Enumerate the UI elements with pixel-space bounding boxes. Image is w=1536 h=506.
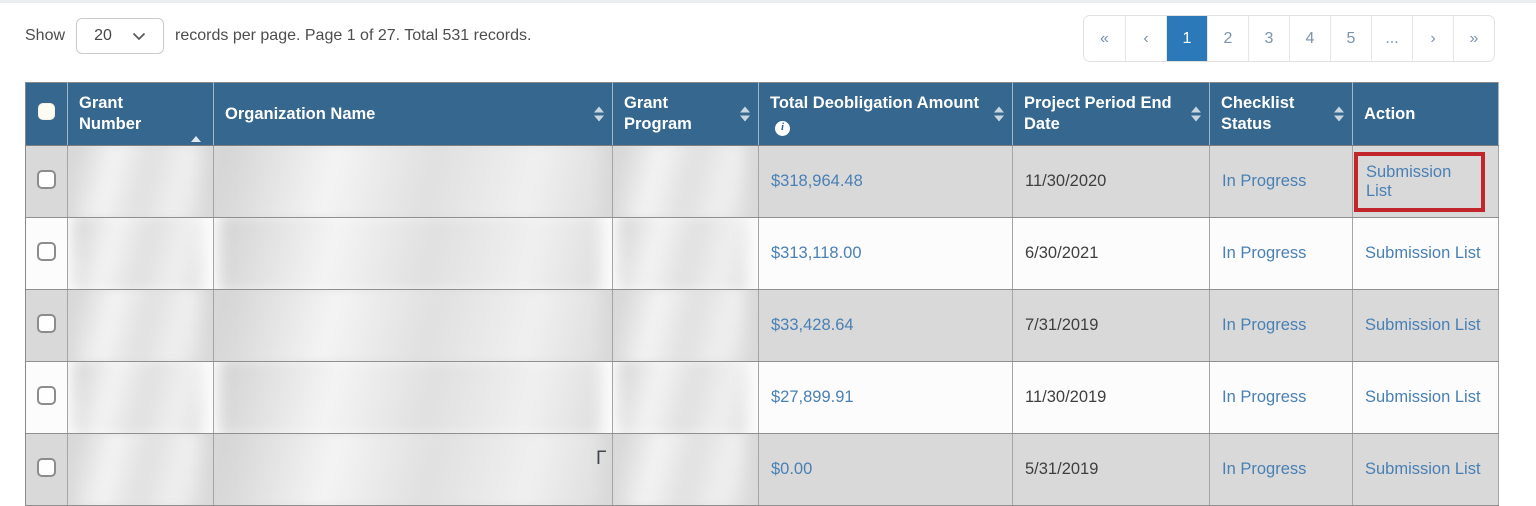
grants-table-wrap: Grant Number Organization Name Grant Pro… xyxy=(25,82,1499,506)
redaction-blur xyxy=(73,145,202,217)
submission-list-link[interactable]: Submission List xyxy=(1365,388,1481,406)
click-target-highlight: Submission List xyxy=(1354,151,1485,212)
redaction-blur xyxy=(73,433,202,505)
table-row: $318,964.48 11/30/2020 In Progress Submi… xyxy=(25,145,1499,218)
show-label: Show xyxy=(25,27,66,44)
top-divider xyxy=(0,0,1536,3)
table-row: $0.00 5/31/2019 In Progress Submission L… xyxy=(25,433,1499,506)
last-page-button[interactable]: » xyxy=(1453,16,1494,61)
redaction-blur xyxy=(219,361,601,433)
redacted-grant-program-cell xyxy=(612,217,759,290)
column-header-checklist-status[interactable]: Checklist Status xyxy=(1209,82,1353,146)
checklist-status-link[interactable]: In Progress xyxy=(1222,316,1307,334)
project-period-end-date-cell: 6/30/2021 xyxy=(1012,217,1210,290)
select-all-header xyxy=(25,82,68,146)
pagination: « ‹ 1 2 3 4 5 ... › » xyxy=(1083,15,1495,62)
row-checkbox[interactable] xyxy=(37,241,56,261)
table-header-row: Grant Number Organization Name Grant Pro… xyxy=(25,82,1499,146)
unblurred-text-fragment: Γ xyxy=(596,448,607,469)
redaction-blur xyxy=(618,433,747,505)
project-period-end-date-cell: 5/31/2019 xyxy=(1012,433,1210,506)
row-checkbox[interactable] xyxy=(37,313,56,333)
redaction-blur xyxy=(219,433,601,505)
redaction-blur xyxy=(73,289,202,361)
redaction-blur xyxy=(73,217,202,289)
checklist-status-link[interactable]: In Progress xyxy=(1222,172,1307,190)
column-header-project-period-end-date[interactable]: Project Period End Date xyxy=(1012,82,1210,146)
redacted-grant-number-cell xyxy=(67,145,214,218)
project-period-end-date-cell: 11/30/2020 xyxy=(1012,145,1210,218)
deobligation-amount-link[interactable]: $313,118.00 xyxy=(771,244,862,262)
deobligation-amount-link[interactable]: $27,899.91 xyxy=(771,388,854,406)
redaction-blur xyxy=(219,217,601,289)
table-row: $313,118.00 6/30/2021 In Progress Submis… xyxy=(25,217,1499,290)
chevron-down-icon xyxy=(132,32,146,40)
submission-list-link[interactable]: Submission List xyxy=(1365,244,1481,262)
page-5-button[interactable]: 5 xyxy=(1330,16,1371,61)
deobligation-amount-link[interactable]: $318,964.48 xyxy=(771,172,863,190)
sort-ascending-icon xyxy=(191,117,201,143)
first-page-button[interactable]: « xyxy=(1084,16,1125,61)
redacted-organization-name-cell xyxy=(213,361,613,434)
redaction-blur xyxy=(73,361,202,433)
sort-icon xyxy=(740,106,750,122)
redacted-organization-name-cell xyxy=(213,145,613,218)
page-size-value: 20 xyxy=(94,27,112,44)
page-1-button[interactable]: 1 xyxy=(1166,16,1207,61)
records-toolbar: Show 20 records per page. Page 1 of 27. … xyxy=(25,14,531,58)
redacted-grant-program-cell xyxy=(612,361,759,434)
previous-page-button[interactable]: ‹ xyxy=(1125,16,1166,61)
redaction-blur xyxy=(618,289,747,361)
redaction-blur xyxy=(219,145,601,217)
redacted-grant-number-cell xyxy=(67,433,214,506)
redaction-blur xyxy=(618,361,747,433)
column-header-total-deobligation-amount[interactable]: Total Deobligation Amounti xyxy=(758,82,1013,146)
grants-table: Grant Number Organization Name Grant Pro… xyxy=(25,82,1499,506)
next-page-button[interactable]: › xyxy=(1412,16,1453,61)
sort-icon xyxy=(994,106,1004,122)
column-header-grant-number[interactable]: Grant Number xyxy=(67,82,214,146)
redaction-blur xyxy=(219,289,601,361)
redacted-grant-program-cell xyxy=(612,145,759,218)
redaction-blur xyxy=(618,217,747,289)
records-summary: records per page. Page 1 of 27. Total 53… xyxy=(175,27,532,44)
submission-list-link[interactable]: Submission List xyxy=(1365,460,1481,478)
column-header-action: Action xyxy=(1352,82,1499,146)
redacted-organization-name-cell xyxy=(213,217,613,290)
sort-icon xyxy=(1191,106,1201,122)
redacted-organization-name-cell xyxy=(213,289,613,362)
table-row: $33,428.64 7/31/2019 In Progress Submiss… xyxy=(25,289,1499,362)
redacted-grant-program-cell xyxy=(612,433,759,506)
page-3-button[interactable]: 3 xyxy=(1248,16,1289,61)
deobligation-amount-link[interactable]: $0.00 xyxy=(771,460,813,478)
project-period-end-date-cell: 7/31/2019 xyxy=(1012,289,1210,362)
page-4-button[interactable]: 4 xyxy=(1289,16,1330,61)
page-2-button[interactable]: 2 xyxy=(1207,16,1248,61)
more-pages-button[interactable]: ... xyxy=(1371,16,1412,61)
deobligation-amount-link[interactable]: $33,428.64 xyxy=(771,316,854,334)
row-checkbox[interactable] xyxy=(37,169,56,189)
submission-list-link[interactable]: Submission List xyxy=(1366,162,1452,200)
sort-icon xyxy=(1334,106,1344,122)
redacted-grant-program-cell xyxy=(612,289,759,362)
redaction-blur xyxy=(618,145,747,217)
row-checkbox[interactable] xyxy=(37,385,56,405)
checklist-status-link[interactable]: In Progress xyxy=(1222,388,1307,406)
redacted-grant-number-cell xyxy=(67,289,214,362)
select-all-checkbox[interactable] xyxy=(38,102,55,120)
info-icon[interactable]: i xyxy=(775,120,790,136)
redacted-grant-number-cell xyxy=(67,361,214,434)
checklist-status-link[interactable]: In Progress xyxy=(1222,460,1307,478)
redacted-organization-name-cell xyxy=(213,433,613,506)
project-period-end-date-cell: 11/30/2019 xyxy=(1012,361,1210,434)
column-header-grant-program[interactable]: Grant Program xyxy=(612,82,759,146)
checklist-status-link[interactable]: In Progress xyxy=(1222,244,1307,262)
row-checkbox[interactable] xyxy=(37,457,56,477)
column-header-organization-name[interactable]: Organization Name xyxy=(213,82,613,146)
page-size-select[interactable]: 20 xyxy=(76,18,165,54)
submission-list-link[interactable]: Submission List xyxy=(1365,316,1481,334)
redacted-grant-number-cell xyxy=(67,217,214,290)
table-row: $27,899.91 11/30/2019 In Progress Submis… xyxy=(25,361,1499,434)
sort-icon xyxy=(594,106,604,122)
